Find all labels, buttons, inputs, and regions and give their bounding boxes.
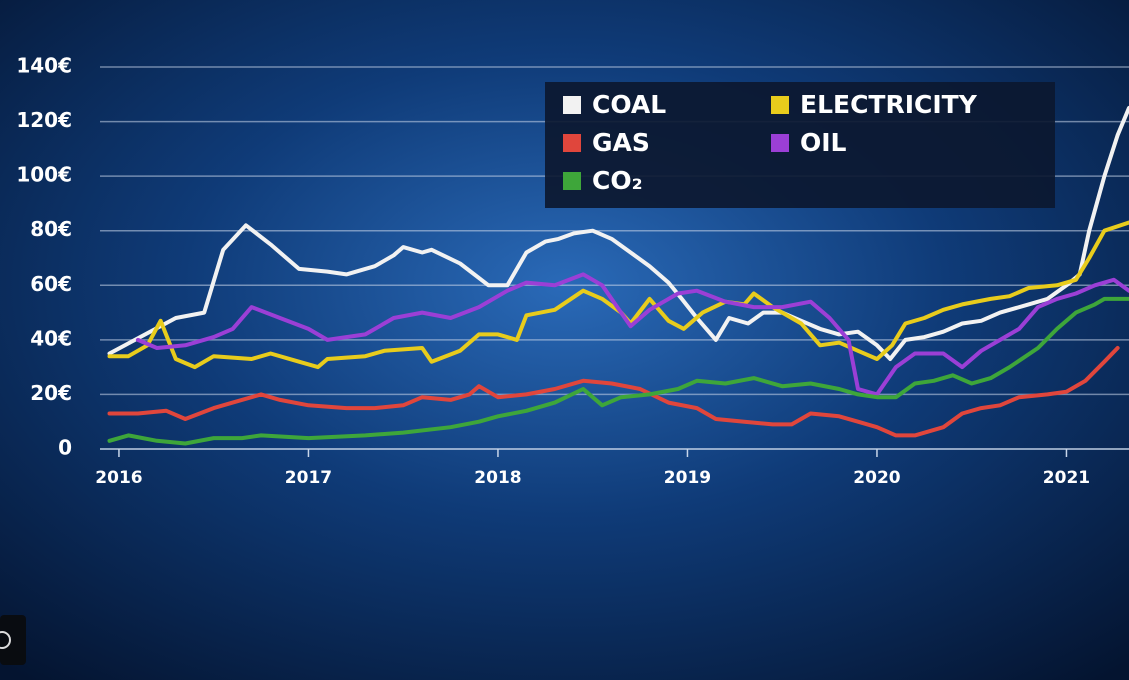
x-tick-label: 2019	[664, 468, 711, 488]
series-line	[107, 220, 1129, 370]
x-tick-label: 2021	[1043, 468, 1090, 488]
x-tick-label: 2016	[95, 468, 142, 488]
legend-label: CO₂	[592, 166, 643, 195]
y-tick-label: 40€	[30, 326, 72, 350]
x-tick-label: 2018	[474, 468, 521, 488]
legend-swatch	[771, 96, 789, 114]
legend-label: ELECTRICITY	[800, 90, 978, 119]
overlay-icon-circle	[0, 631, 11, 649]
y-tick-label: 20€	[30, 381, 72, 405]
series-line	[135, 272, 1129, 397]
series-line	[107, 105, 1129, 361]
y-tick-label: 80€	[30, 217, 72, 241]
overlay-icon	[0, 615, 26, 665]
legend-swatch	[771, 134, 789, 152]
legend-label: COAL	[592, 90, 666, 119]
y-tick-label: 0	[58, 436, 72, 460]
grid: 0 20€ 40€ 60€ 80€ 100€ 120€ 140€ 2016 2017 2018 201…	[16, 54, 1129, 488]
series-line	[107, 346, 1120, 438]
x-tick-label: 2020	[853, 468, 900, 488]
legend-swatch	[563, 134, 581, 152]
x-tick-label: 2017	[285, 468, 332, 488]
legend: COAL ELECTRICITY GAS OIL CO₂	[545, 82, 1055, 208]
y-tick-label: 100€	[16, 163, 72, 187]
y-tick-label: 60€	[30, 272, 72, 296]
y-tick-label: 120€	[16, 108, 72, 132]
lines	[107, 105, 1129, 446]
y-tick-label: 140€	[16, 54, 72, 78]
legend-swatch	[563, 96, 581, 114]
legend-box	[545, 82, 1055, 208]
legend-label: OIL	[800, 128, 847, 157]
legend-swatch	[563, 172, 581, 190]
legend-label: GAS	[592, 128, 650, 157]
series-line	[107, 296, 1129, 446]
